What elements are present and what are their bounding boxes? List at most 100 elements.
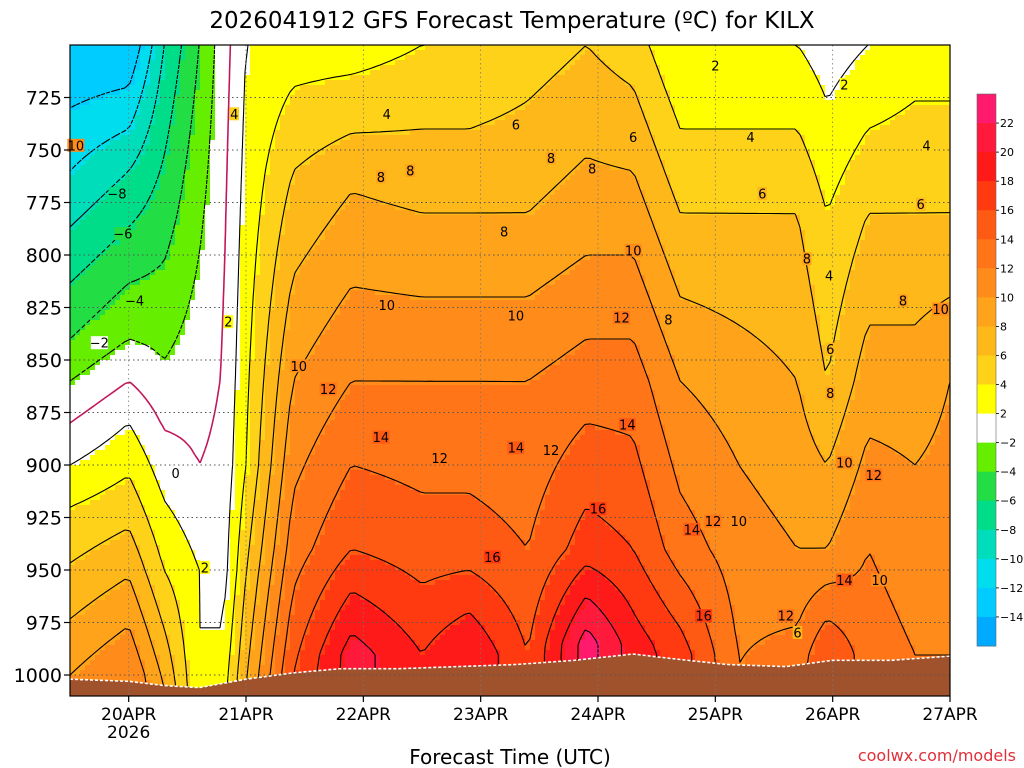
field-cell [590, 510, 596, 571]
field-cell [615, 530, 621, 591]
field-cell [395, 625, 401, 696]
field-cell [105, 595, 111, 646]
field-cell [855, 155, 861, 256]
field-cell [95, 205, 101, 261]
field-cell [665, 90, 671, 176]
field-cell [375, 385, 381, 476]
field-cell [635, 45, 641, 96]
field-cell [615, 170, 621, 256]
field-cell [150, 465, 156, 531]
field-cell [795, 215, 801, 381]
field-cell [275, 545, 281, 636]
contour-label: 2 [711, 60, 719, 75]
field-cell [755, 130, 761, 216]
contour-label-bg [378, 298, 396, 312]
field-cell [460, 620, 466, 696]
field-cell [110, 45, 116, 96]
x-tick-label: 25APR [688, 705, 744, 725]
field-cell [180, 620, 186, 696]
field-cell [350, 385, 356, 471]
field-cell [865, 50, 871, 136]
field-cell [150, 125, 156, 201]
field-cell [375, 45, 381, 71]
field-cell [340, 140, 346, 211]
field-cell [330, 580, 336, 631]
field-cell [580, 345, 586, 436]
field-cell [495, 300, 501, 386]
field-cell [270, 150, 276, 311]
field-cell [570, 545, 576, 586]
field-cell [620, 255, 626, 341]
field-cell [135, 435, 141, 491]
field-cell [610, 70, 616, 171]
field-cell [90, 45, 96, 101]
field-cell [585, 600, 591, 631]
colorbar-label: −2 [1000, 437, 1016, 450]
field-cell [360, 385, 366, 471]
field-cell [260, 215, 266, 441]
field-cell [590, 45, 596, 51]
field-cell [465, 300, 471, 386]
credit-link[interactable]: coolwx.com/models [858, 746, 1016, 765]
field-cell [300, 85, 306, 166]
field-cell [850, 580, 856, 646]
field-cell [385, 565, 391, 616]
field-cell [725, 215, 731, 321]
field-cell [665, 45, 671, 91]
field-cell [615, 340, 621, 436]
chart-title: 2026041912 GFS Forecast Temperature (ºC)… [209, 8, 815, 34]
contour-label: 12 [705, 515, 722, 530]
field-cell [515, 620, 521, 696]
field-cell [835, 195, 841, 341]
x-tick-label: 23APR [453, 705, 509, 725]
field-cell [880, 45, 886, 126]
field-cell [785, 630, 791, 696]
field-cell [530, 215, 536, 301]
field-cell [325, 150, 331, 231]
field-cell [350, 595, 356, 641]
field-cell [725, 440, 731, 586]
field-cell [180, 530, 186, 621]
field-cell [570, 65, 576, 176]
field-cell [630, 610, 636, 696]
field-cell [615, 45, 621, 76]
contour-label: 12 [865, 469, 882, 484]
field-cell [285, 105, 291, 211]
contour-label: 10 [932, 303, 949, 318]
field-cell [875, 440, 881, 566]
field-cell [335, 315, 341, 411]
field-cell [120, 535, 126, 586]
colorbar-swatch [977, 500, 996, 531]
field-cell [110, 95, 116, 141]
field-cell [160, 490, 166, 561]
field-cell [345, 605, 351, 651]
field-cell [75, 615, 81, 676]
field-cell [605, 165, 611, 256]
field-cell [400, 295, 406, 386]
field-cell [80, 375, 86, 461]
field-cell [135, 285, 141, 346]
field-cell [395, 60, 401, 136]
contour-label-bg [824, 269, 834, 282]
field-cell [550, 365, 556, 481]
field-cell [690, 215, 696, 306]
field-cell [405, 485, 411, 576]
field-cell [125, 235, 131, 291]
field-cell [350, 135, 356, 196]
field-cell [525, 215, 531, 301]
field-cell [280, 500, 286, 601]
field-cell [275, 635, 281, 696]
field-cell [145, 575, 151, 626]
field-cell [885, 125, 891, 216]
field-cell [340, 210, 346, 306]
field-cell [295, 170, 301, 276]
field-cell [480, 385, 486, 506]
field-cell [590, 425, 596, 511]
field-cell [175, 520, 181, 601]
field-cell [365, 200, 371, 291]
field-cell [135, 115, 141, 166]
contour-label: 4 [383, 108, 391, 123]
field-cell [400, 630, 406, 696]
field-cell [295, 380, 301, 491]
field-cell [490, 590, 496, 641]
